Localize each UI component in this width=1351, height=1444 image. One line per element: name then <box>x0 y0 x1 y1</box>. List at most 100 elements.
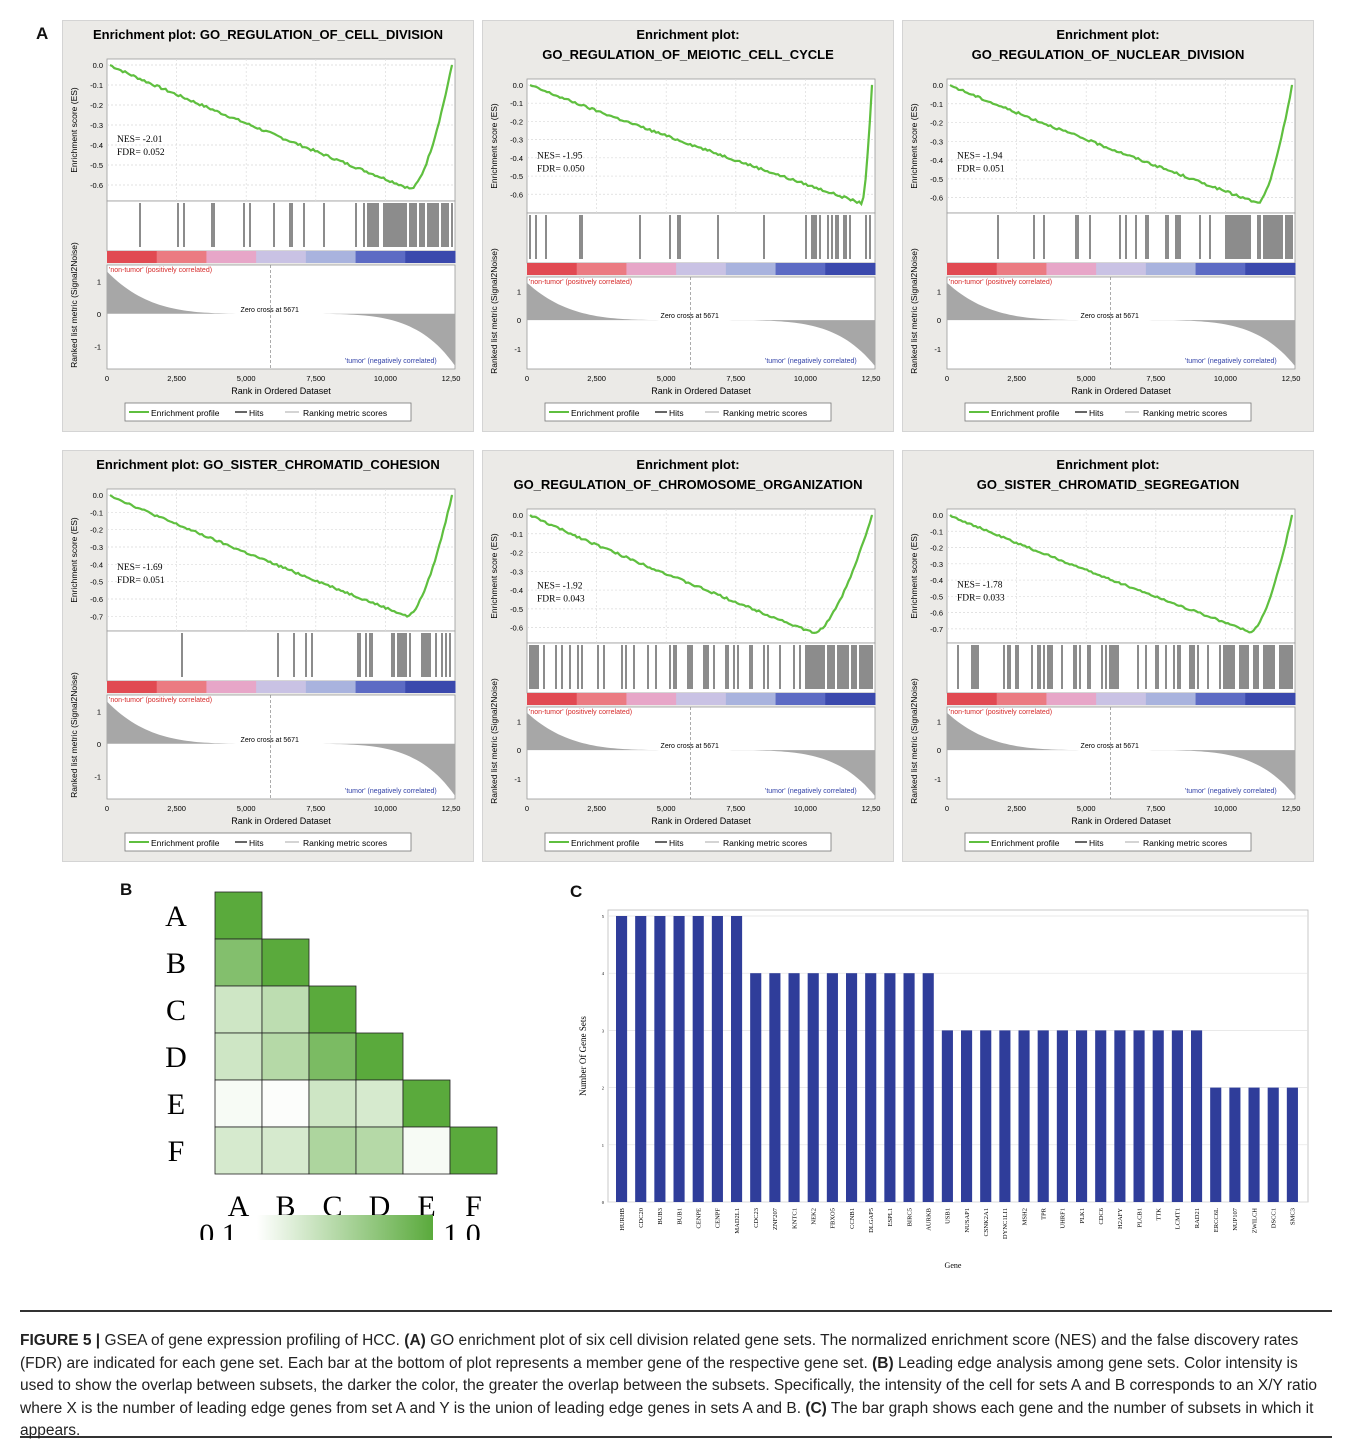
legend-ranking-metric: Ranking metric scores <box>1143 838 1227 848</box>
legend-ranking-metric: Ranking metric scores <box>303 408 387 418</box>
es-tick-label: 0.0 <box>933 511 943 520</box>
heatmap-cell <box>355 1126 404 1175</box>
plot-title-gene-set: GO_SISTER_CHROMATID_SEGREGATION <box>977 477 1239 492</box>
x-tick-label: 7,500 <box>726 804 745 813</box>
heatmap-col-label: A <box>228 1190 250 1223</box>
gene-label: CDC20 <box>638 1208 645 1228</box>
heatmap-row-label: B <box>166 947 186 980</box>
gene-label: DLGAP5 <box>868 1208 875 1233</box>
gene-bar <box>1133 1030 1145 1202</box>
es-plot-area <box>106 488 456 632</box>
bar-y-tick-label: 2 <box>602 1086 604 1091</box>
plot-title-gene-set: GO_REGULATION_OF_NUCLEAR_DIVISION <box>972 47 1245 62</box>
positive-label: 'non-tumor' (positively correlated) <box>949 709 1052 716</box>
caption-ref-a: (A) <box>404 1332 426 1349</box>
figure-caption: FIGURE 5 | GSEA of gene expression profi… <box>20 1330 1332 1443</box>
x-axis-label: Rank in Ordered Dataset <box>231 816 331 826</box>
bar-x-axis-label: Gene <box>945 1261 962 1270</box>
gene-label: H2AFY <box>1117 1208 1124 1229</box>
gene-label: MSH2 <box>1021 1208 1028 1225</box>
x-tick-label: 7,500 <box>306 374 325 383</box>
bar-y-tick-label: 4 <box>602 971 605 976</box>
gene-label: ZWILCH <box>1251 1208 1258 1234</box>
gene-label: ESPL1 <box>887 1208 894 1226</box>
es-tick-label: -0.1 <box>90 508 103 517</box>
gene-label: HURHB <box>619 1207 626 1230</box>
gsea-plot-2: Enrichment plot: GO_REGULATION_OF_MEIOTIC… <box>482 20 894 432</box>
gene-bar <box>1076 1030 1088 1202</box>
caption-label: FIGURE 5 | <box>20 1332 101 1349</box>
scale-min-label: 0.1 <box>199 1218 237 1240</box>
gene-label: DSCC1 <box>1270 1208 1277 1228</box>
hits-bars <box>139 203 453 247</box>
gene-bar <box>884 973 896 1202</box>
hits-area <box>946 212 1296 264</box>
gene-bar <box>1037 1030 1049 1202</box>
es-tick-label: -0.7 <box>930 625 943 634</box>
gene-bar <box>654 916 666 1202</box>
rank-axis-label: Ranked list metric (Signal2Noise) <box>489 678 499 804</box>
heatmap-col-label: E <box>417 1190 435 1223</box>
rank-tick-label: 1 <box>517 287 521 296</box>
x-tick-label: 10,000 <box>794 374 817 383</box>
zero-cross-label: Zero cross at 5671 <box>661 743 719 750</box>
es-tick-label: -0.1 <box>510 530 523 539</box>
ranking-colorbar-segment <box>947 693 998 705</box>
es-tick-label: 0.0 <box>93 61 103 70</box>
x-tick-label: 0 <box>105 804 109 813</box>
rank-axis-label: Ranked list metric (Signal2Noise) <box>69 672 79 798</box>
fdr-label: FDR= 0.052 <box>117 148 165 158</box>
heatmap-cell <box>308 1032 357 1081</box>
gene-bar <box>941 1030 953 1202</box>
hits-area <box>946 642 1296 694</box>
gene-label: CDC23 <box>753 1208 760 1228</box>
x-tick-label: 2,500 <box>167 804 186 813</box>
gene-label: MAD2L1 <box>734 1208 741 1234</box>
rank-tick-label: 1 <box>517 717 521 726</box>
es-tick-label: -0.2 <box>510 549 523 558</box>
negative-label: 'tumor' (negatively correlated) <box>345 358 437 365</box>
legend-hits: Hits <box>669 838 684 848</box>
gene-bar <box>807 973 819 1202</box>
ranking-colorbar-segment <box>1096 263 1147 275</box>
ranking-colorbar-segment <box>527 263 578 275</box>
x-tick-label: 7,500 <box>1146 374 1165 383</box>
color-scale-bar <box>257 1215 433 1251</box>
ranking-colorbar-segment <box>305 681 357 693</box>
gsea-plot-6: Enrichment plot: GO_SISTER_CHROMATID_SEGR… <box>902 450 1314 862</box>
rank-axis-label: Ranked list metric (Signal2Noise) <box>69 242 79 368</box>
zero-cross-label: Zero cross at 5671 <box>1081 313 1139 320</box>
gene-label: AURKB <box>925 1207 932 1230</box>
legend-enrichment-profile: Enrichment profile <box>151 838 220 848</box>
gene-bar <box>999 1030 1011 1202</box>
x-tick-label: 5,000 <box>1077 374 1096 383</box>
x-tick-label: 0 <box>945 804 949 813</box>
hits-bars <box>997 215 1293 259</box>
negative-label: 'tumor' (negatively correlated) <box>1185 788 1277 795</box>
gene-bar <box>750 973 762 1202</box>
ranking-colorbar-segment <box>1046 693 1097 705</box>
rank-tick-label: 1 <box>97 277 101 286</box>
heatmap-cell <box>214 1032 263 1081</box>
es-tick-label: -0.3 <box>930 137 943 146</box>
heatmap-cell <box>214 891 263 940</box>
rank-tick-label: -1 <box>94 772 101 781</box>
es-tick-label: 0.0 <box>933 81 943 90</box>
gsea-plot-4: Enrichment plot: GO_SISTER_CHROMATID_COH… <box>62 450 474 862</box>
gene-bar <box>769 973 781 1202</box>
legend-box <box>544 832 832 852</box>
x-tick-label: 0 <box>945 374 949 383</box>
es-tick-label: -0.5 <box>510 605 523 614</box>
caption-text-4: The bar graph shows each gene and the nu… <box>20 1399 1314 1440</box>
x-tick-label: 5,000 <box>1077 804 1096 813</box>
gene-bar <box>1056 1030 1068 1202</box>
es-axis-label: Enrichment score (ES) <box>489 103 499 189</box>
gene-bar <box>865 973 877 1202</box>
ranking-colorbar-segment <box>576 263 627 275</box>
gene-label: LCMT1 <box>1175 1208 1182 1229</box>
heatmap-cell <box>261 1126 310 1175</box>
zero-cross-label: Zero cross at 5671 <box>1081 743 1139 750</box>
legend-hits: Hits <box>249 838 264 848</box>
x-tick-label: 12,50 <box>442 374 461 383</box>
